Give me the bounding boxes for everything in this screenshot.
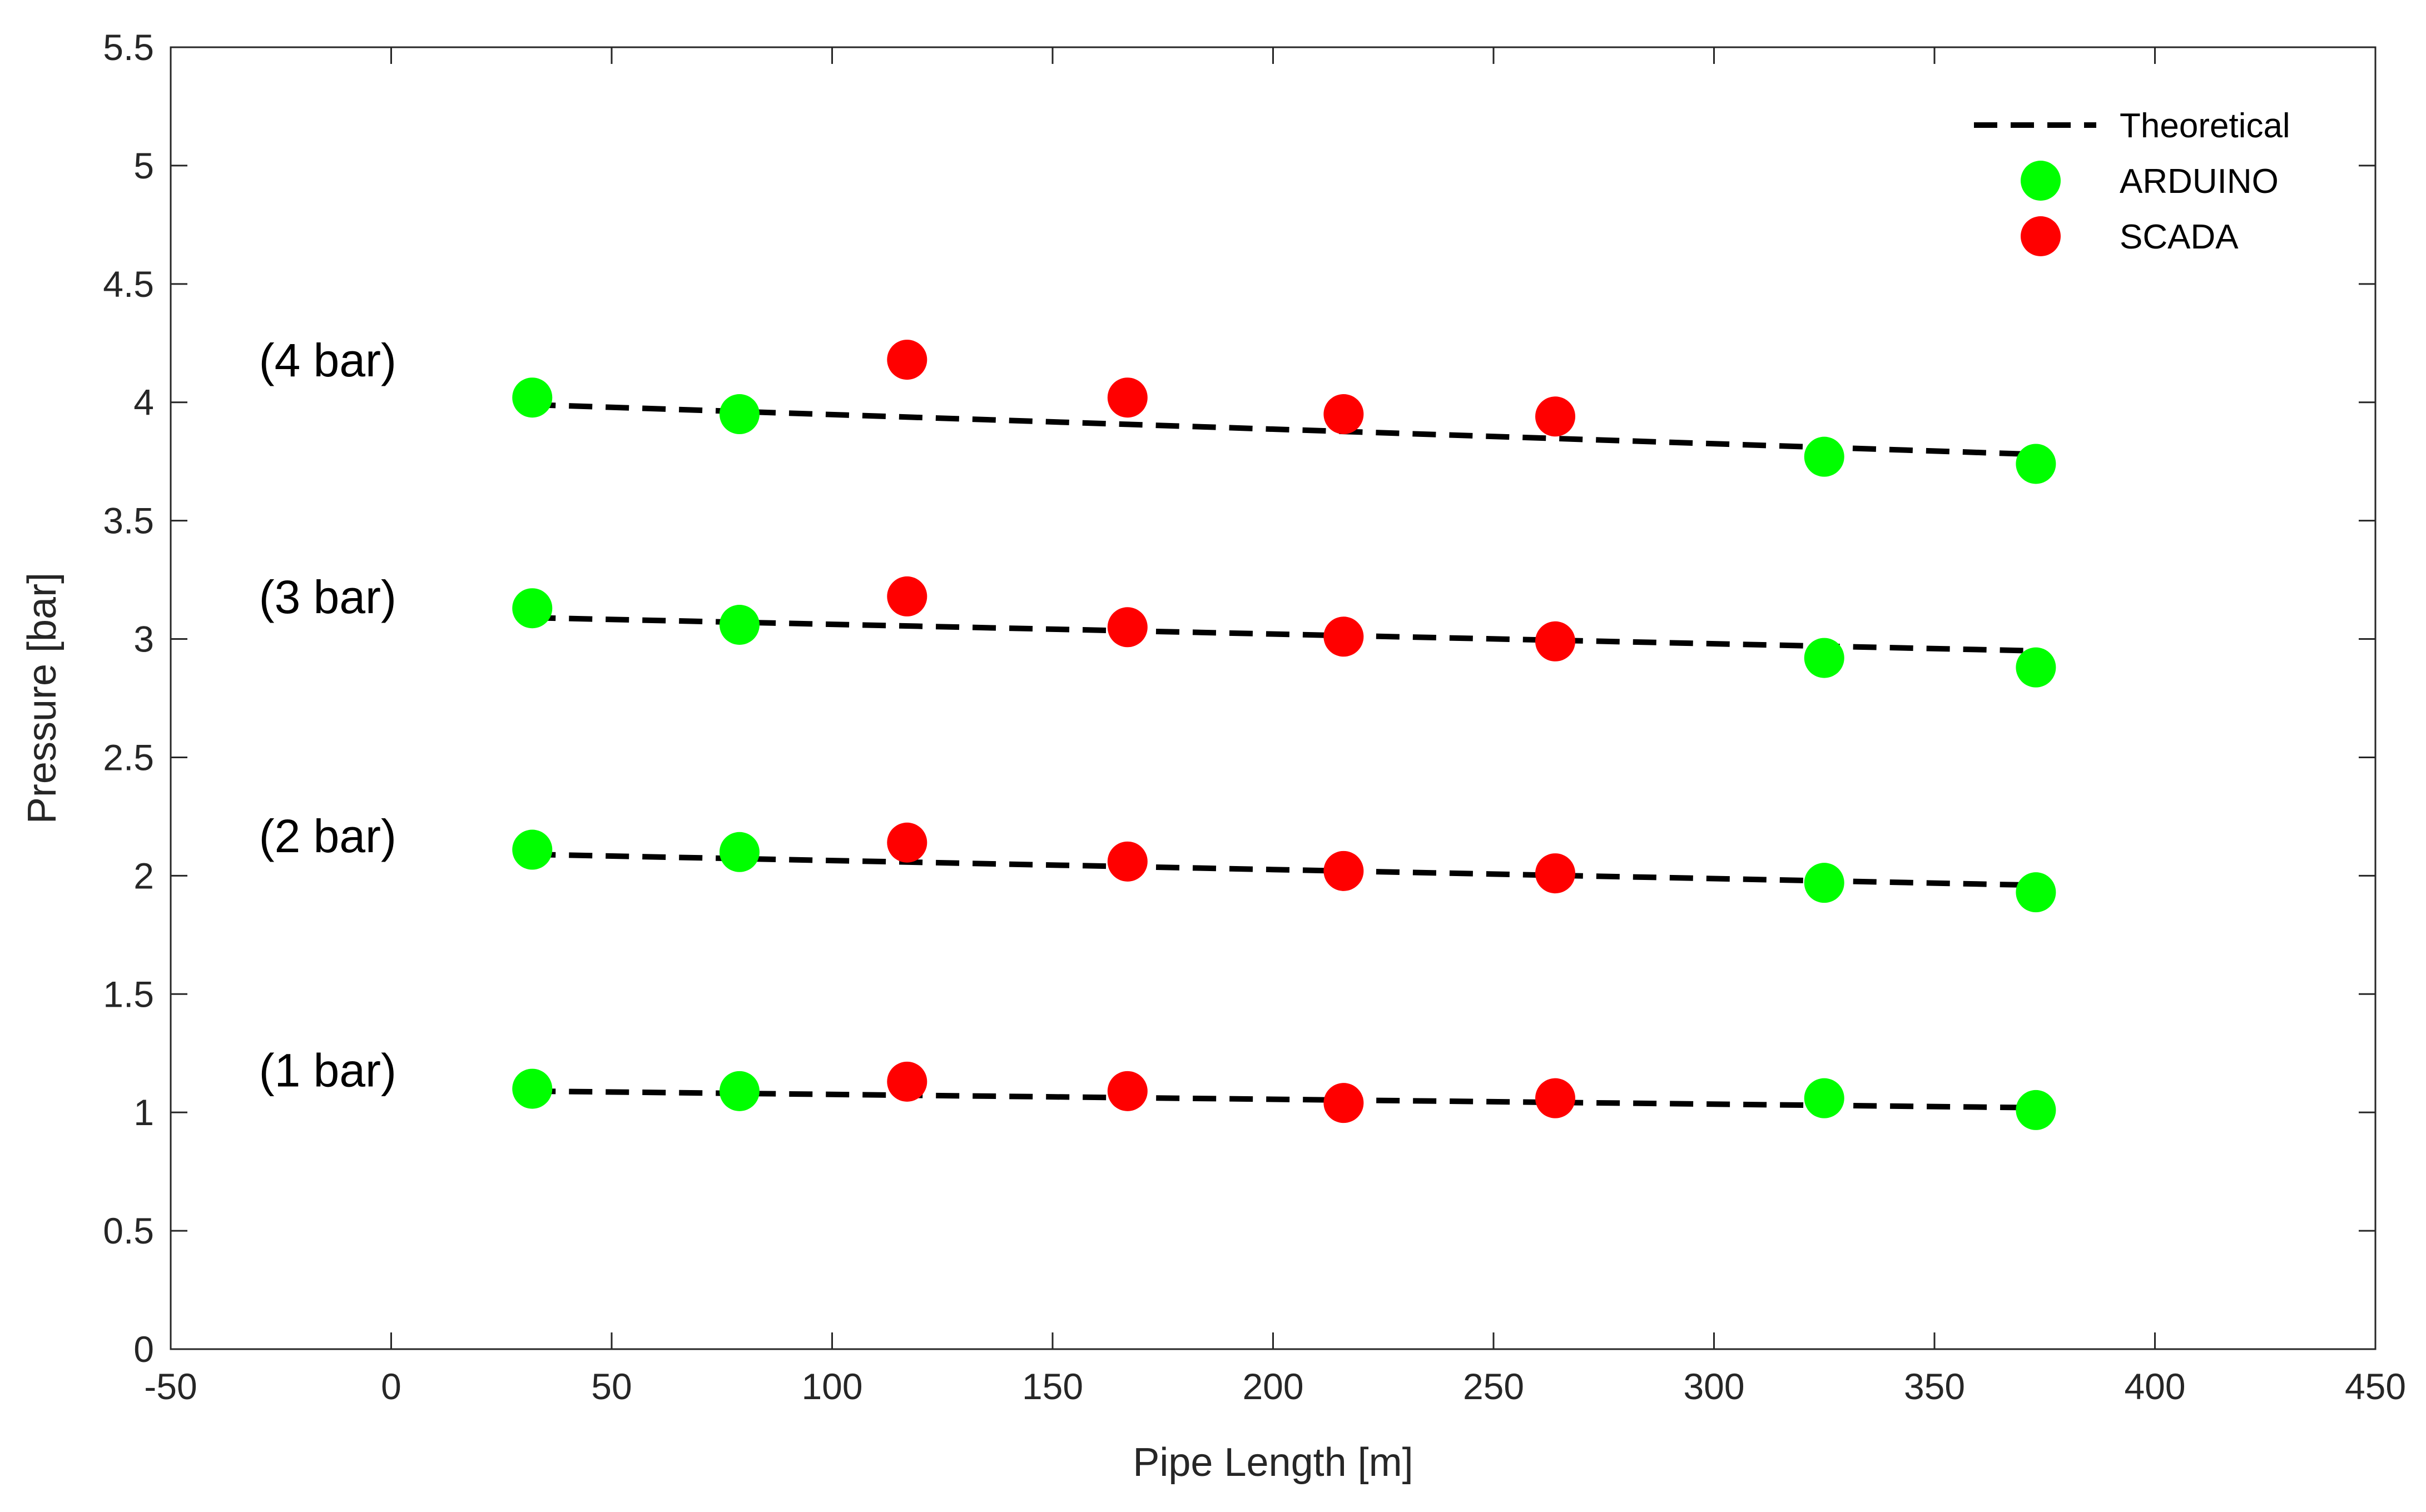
theoretical-line — [532, 1088, 2036, 1111]
x-tick-label: 150 — [1022, 1366, 1083, 1407]
pressure-level-annotation: (4 bar) — [259, 334, 396, 386]
arduino-point — [2016, 444, 2056, 484]
x-tick-label: -50 — [144, 1366, 197, 1407]
pressure-level-annotation: (3 bar) — [259, 571, 396, 623]
arduino-point — [719, 394, 760, 435]
arduino-point — [2016, 647, 2056, 688]
scada-point — [1535, 396, 1576, 437]
arduino-point — [512, 1068, 553, 1109]
scada-point — [1107, 1071, 1148, 1111]
arduino-point — [2016, 1090, 2056, 1130]
arduino-point — [512, 377, 553, 418]
x-tick-label: 0 — [381, 1366, 401, 1407]
legend-label-arduino: ARDUINO — [2120, 162, 2279, 201]
y-tick-label: 4 — [133, 382, 154, 423]
x-tick-label: 100 — [801, 1366, 862, 1407]
series-layer — [512, 340, 2056, 1130]
y-tick-label: 4.5 — [103, 263, 154, 305]
arduino-point — [512, 588, 553, 629]
scada-point — [1107, 377, 1148, 418]
arduino-point — [2016, 872, 2056, 913]
y-tick-label: 1 — [133, 1092, 154, 1133]
legend-label-scada: SCADA — [2120, 218, 2239, 256]
arduino-point — [512, 829, 553, 870]
legend: Theoretical ARDUINO SCADA — [1974, 107, 2290, 256]
scada-point — [887, 1061, 927, 1102]
arduino-point — [1804, 638, 1844, 678]
scada-point — [1323, 1083, 1364, 1123]
y-tick-label: 0 — [133, 1329, 154, 1370]
legend-label-theoretical: Theoretical — [2120, 107, 2290, 145]
scada-point — [1107, 607, 1148, 648]
y-tick-label: 1.5 — [103, 973, 154, 1014]
scada-point — [1107, 841, 1148, 882]
x-axis-ticks: -50 0 50 100 150 200 250 300 350 400 450 — [144, 47, 2406, 1407]
scada-point — [1535, 1078, 1576, 1118]
annotations: (4 bar) (3 bar) (2 bar) (1 bar) — [259, 334, 396, 1096]
y-tick-label: 0.5 — [103, 1210, 154, 1251]
pressure-level-annotation: (2 bar) — [259, 810, 396, 862]
y-tick-label: 3.5 — [103, 500, 154, 541]
scada-point — [887, 340, 927, 380]
x-tick-label: 50 — [591, 1366, 632, 1407]
x-tick-label: 400 — [2124, 1366, 2185, 1407]
x-tick-label: 350 — [1904, 1366, 1965, 1407]
arduino-point — [1804, 1078, 1844, 1118]
y-tick-label: 5 — [133, 145, 154, 186]
scada-point — [1323, 850, 1364, 891]
pressure-level-annotation: (1 bar) — [259, 1045, 396, 1097]
arduino-point — [1804, 863, 1844, 903]
arduino-point — [1804, 436, 1844, 477]
scada-point — [1323, 616, 1364, 657]
arduino-point — [719, 1071, 760, 1111]
y-tick-label: 2 — [133, 855, 154, 896]
theoretical-line — [532, 401, 2036, 457]
scada-point — [1535, 621, 1576, 662]
scada-point — [1323, 394, 1364, 435]
y-tick-label: 3 — [133, 619, 154, 660]
y-axis-label: Pressure [bar] — [20, 573, 65, 824]
scada-point — [887, 576, 927, 616]
theoretical-line — [532, 615, 2036, 654]
arduino-point — [719, 832, 760, 872]
scada-point — [1535, 853, 1576, 894]
theoretical-line — [532, 852, 2036, 888]
x-axis-label: Pipe Length [m] — [1133, 1440, 1413, 1485]
legend-scada-swatch — [2021, 216, 2061, 256]
x-tick-label: 200 — [1242, 1366, 1303, 1407]
arduino-point — [719, 604, 760, 645]
x-tick-label: 450 — [2345, 1366, 2406, 1407]
x-tick-label: 250 — [1463, 1366, 1524, 1407]
x-tick-label: 300 — [1683, 1366, 1744, 1407]
legend-arduino-swatch — [2021, 161, 2061, 201]
y-axis-ticks: 0 0.5 1 1.5 2 2.5 3 3.5 4 4.5 5 5.5 — [103, 27, 2375, 1370]
y-tick-label: 5.5 — [103, 27, 154, 68]
y-tick-label: 2.5 — [103, 737, 154, 778]
scada-point — [887, 822, 927, 863]
